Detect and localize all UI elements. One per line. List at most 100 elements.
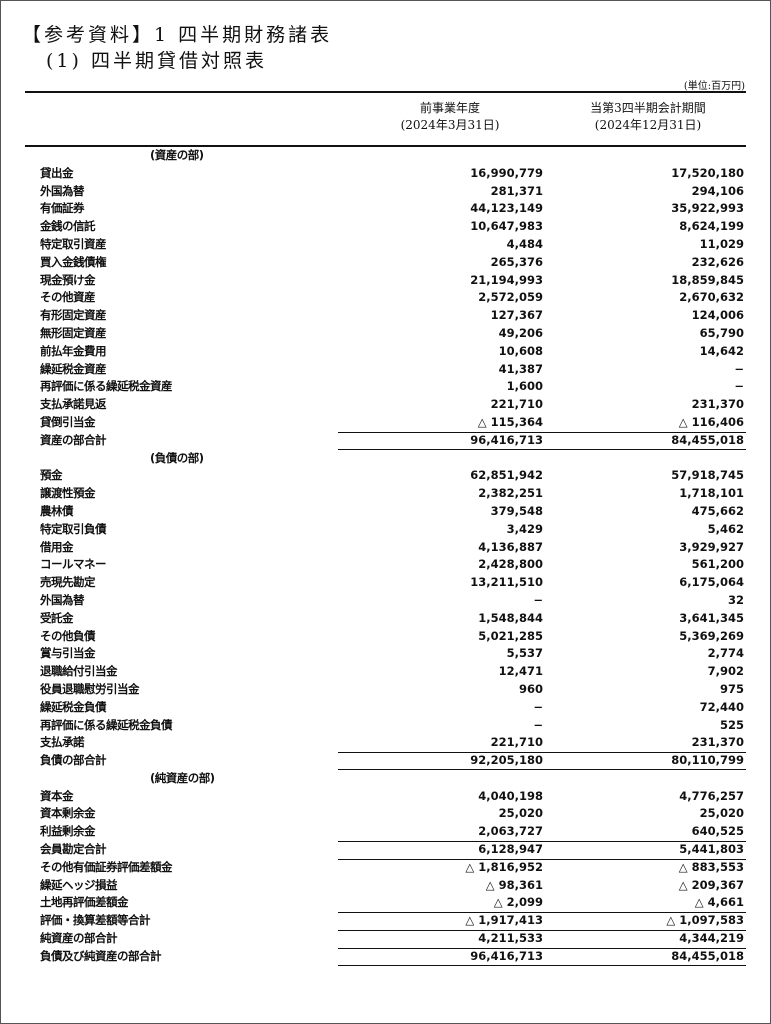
current-quarter-value: 35,922,993 [671, 201, 744, 216]
rule-line [338, 858, 746, 860]
prior-year-value: 265,376 [490, 254, 543, 269]
column-date: (2024年3月31日) [400, 118, 500, 132]
current-quarter-value: 640,525 [691, 824, 744, 839]
row-label: 金銭の信託 [40, 219, 96, 234]
table-row: 支払承諾見返 221,710 231,370 [0, 396, 771, 414]
rule-line [338, 841, 746, 843]
row-label: その他有価証券評価差額金 [40, 859, 173, 874]
table-row: 繰延税金資産 41,387 − [0, 361, 771, 379]
row-label: 支払承諾見返 [40, 397, 107, 412]
table-header-rule [25, 145, 746, 147]
row-label: 繰延税金負債 [40, 699, 107, 714]
prior-year-value: 10,647,983 [470, 219, 543, 234]
current-quarter-value: 7,902 [707, 664, 744, 679]
row-label: 有形固定資産 [40, 308, 107, 323]
row-label: 役員退職慰労引当金 [40, 681, 140, 696]
prior-year-value: 281,371 [490, 183, 543, 198]
table-row: 利益剰余金 2,063,727 640,525 [0, 823, 771, 841]
current-quarter-value: 525 [719, 717, 744, 732]
table-row: 特定取引負債 3,429 5,462 [0, 521, 771, 539]
row-label: 有価証券 [40, 201, 85, 216]
table-row: 支払承諾 221,710 231,370 [0, 734, 771, 752]
table-row: 資本金 4,040,198 4,776,257 [0, 788, 771, 806]
row-label: 賞与引当金 [40, 646, 96, 661]
row-label: (負債の部) [150, 450, 204, 465]
row-label: 現金預け金 [40, 272, 96, 287]
balance-sheet-table: (資産の部) 貸出金 16,990,779 17,520,180 外国為替 281,371… [0, 147, 771, 966]
prior-year-value: 44,123,149 [470, 201, 543, 216]
prior-year-value: 92,205,180 [470, 753, 543, 768]
current-quarter-value: 5,369,269 [679, 628, 744, 643]
section-header: (純資産の部) [0, 770, 771, 788]
row-label: 繰延税金資産 [40, 361, 107, 376]
prior-year-value: △ 115,364 [477, 414, 543, 429]
row-label: 負債の部合計 [40, 753, 107, 768]
row-label: その他負債 [40, 628, 96, 643]
total-row: 資産の部合計 96,416,713 84,455,018 [0, 431, 771, 450]
row-label: 土地再評価差額金 [40, 895, 129, 910]
prior-year-value: 41,387 [498, 361, 543, 376]
current-quarter-value: 32 [727, 592, 744, 607]
row-label: 資本金 [40, 788, 74, 803]
current-quarter-value: 84,455,018 [671, 432, 744, 447]
current-quarter-value: 231,370 [691, 735, 744, 750]
current-quarter-value: △ 1,097,583 [666, 913, 744, 928]
table-row: 土地再評価差額金 △ 2,099 △ 4,661 [0, 894, 771, 912]
current-quarter-value: △ 209,367 [678, 877, 744, 892]
prior-year-value: 379,548 [490, 503, 543, 518]
prior-year-value: 127,367 [490, 308, 543, 323]
current-quarter-value: 294,106 [691, 183, 744, 198]
row-label: 受託金 [40, 610, 74, 625]
table-row: 預金 62,851,942 57,918,745 [0, 467, 771, 485]
row-label: 特定取引資産 [40, 236, 107, 251]
current-quarter-value: △ 883,553 [678, 859, 744, 874]
prior-year-value: 2,428,800 [478, 557, 543, 572]
current-quarter-value: 5,441,803 [679, 842, 744, 857]
table-row: 有価証券 44,123,149 35,922,993 [0, 200, 771, 218]
current-quarter-value: − [734, 361, 744, 376]
table-row: その他有価証券評価差額金 △ 1,816,952 △ 883,553 [0, 858, 771, 877]
table-row: 役員退職慰労引当金 960 975 [0, 681, 771, 699]
row-label: 再評価に係る繰延税金資産 [40, 379, 173, 394]
rule-line [338, 964, 746, 966]
prior-year-value: 1,548,844 [478, 610, 543, 625]
row-label: 外国為替 [40, 183, 85, 198]
row-label: 支払承諾 [40, 735, 85, 750]
table-row: 退職給付引当金 12,471 7,902 [0, 663, 771, 681]
current-quarter-value: 8,624,199 [679, 219, 744, 234]
column-header-current-quarter: 当第3四半期会計期間 (2024年12月31日) [548, 100, 748, 134]
prior-year-value: 6,128,947 [478, 842, 543, 857]
unit-label: (単位:百万円) [683, 81, 745, 92]
row-label: 評価・換算差額等合計 [40, 913, 151, 928]
table-row: 再評価に係る繰延税金資産 1,600 − [0, 378, 771, 396]
total-row: 純資産の部合計 4,211,533 4,344,219 [0, 930, 771, 948]
current-quarter-value: 232,626 [691, 254, 744, 269]
prior-year-value: 960 [518, 681, 543, 696]
row-label: (純資産の部) [150, 770, 215, 785]
prior-year-value: 96,416,713 [470, 948, 543, 963]
column-header-prior-year: 前事業年度 (2024年3月31日) [350, 100, 550, 134]
prior-year-value: 21,194,993 [470, 272, 543, 287]
rule-line [338, 448, 746, 450]
prior-year-value: △ 1,917,413 [465, 913, 543, 928]
table-row: 資本剰余金 25,020 25,020 [0, 805, 771, 823]
prior-year-value: △ 1,816,952 [465, 859, 543, 874]
current-quarter-value: 5,462 [707, 521, 744, 536]
prior-year-value: 4,136,887 [478, 539, 543, 554]
table-row: 受託金 1,548,844 3,641,345 [0, 610, 771, 628]
current-quarter-value: 2,670,632 [679, 290, 744, 305]
row-label: 利益剰余金 [40, 824, 96, 839]
current-quarter-value: 14,642 [699, 343, 744, 358]
row-label: 前払年金費用 [40, 343, 107, 358]
current-quarter-value: △ 4,661 [694, 895, 744, 910]
rule-line [338, 768, 746, 770]
current-quarter-value: 2,774 [707, 646, 744, 661]
current-quarter-value: 57,918,745 [671, 468, 744, 483]
table-row: 借用金 4,136,887 3,929,927 [0, 539, 771, 557]
table-row: 譲渡性預金 2,382,251 1,718,101 [0, 485, 771, 503]
current-quarter-value: 72,440 [699, 699, 744, 714]
rule-line [338, 947, 746, 949]
row-label: コールマネー [40, 557, 107, 572]
document-subtitle: (1) 四半期貸借対照表 [46, 50, 267, 72]
current-quarter-value: 65,790 [699, 325, 744, 340]
